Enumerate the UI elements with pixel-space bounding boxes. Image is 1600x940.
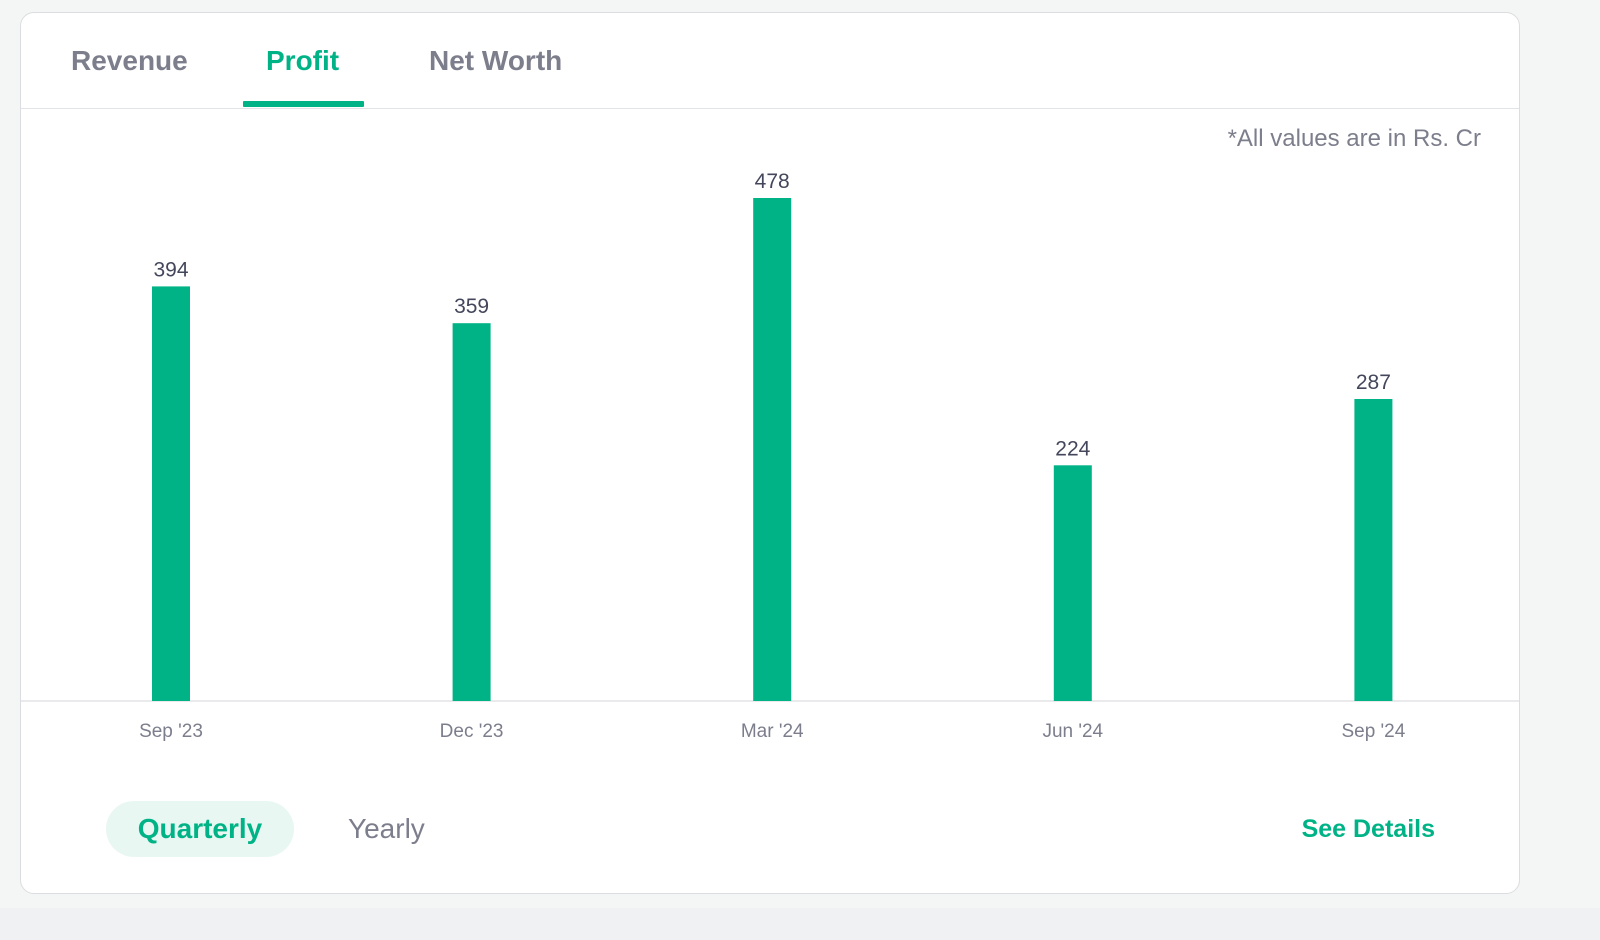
- bar-value-label: 224: [1055, 437, 1090, 460]
- bar-value-label: 359: [454, 295, 489, 318]
- x-tick-label: Jun '24: [1042, 721, 1103, 742]
- tab-bar: Revenue Profit Net Worth: [21, 13, 1519, 109]
- quarterly-toggle[interactable]: Quarterly: [106, 801, 294, 857]
- bar-2[interactable]: [753, 198, 792, 701]
- page-background-strip: [0, 908, 1600, 940]
- bar-4[interactable]: [1354, 399, 1393, 701]
- financials-card: Revenue Profit Net Worth *All values are…: [20, 12, 1520, 894]
- bar-1[interactable]: [452, 323, 491, 701]
- profit-bar-chart: 394 Sep '23 359 Dec '23 478 Mar '24 224 Jun '24…: [21, 170, 1519, 742]
- bar-value-label: 287: [1356, 371, 1391, 394]
- bar-3[interactable]: [1053, 465, 1092, 701]
- bar-0[interactable]: [152, 286, 190, 701]
- bar-value-label: 478: [755, 170, 790, 193]
- tab-net-worth[interactable]: Net Worth: [429, 45, 563, 76]
- units-note: *All values are in Rs. Cr: [1227, 125, 1481, 152]
- active-tab-indicator: [243, 101, 364, 107]
- tab-profit[interactable]: Profit: [266, 45, 340, 76]
- bar-value-label: 394: [153, 258, 188, 281]
- see-details-link[interactable]: See Details: [1301, 815, 1435, 843]
- x-tick-label: Dec '23: [440, 721, 504, 742]
- x-tick-label: Sep '24: [1341, 721, 1405, 742]
- x-tick-label: Mar '24: [741, 721, 804, 742]
- tab-revenue[interactable]: Revenue: [71, 45, 188, 76]
- yearly-toggle[interactable]: Yearly: [348, 813, 425, 844]
- x-tick-label: Sep '23: [139, 721, 203, 742]
